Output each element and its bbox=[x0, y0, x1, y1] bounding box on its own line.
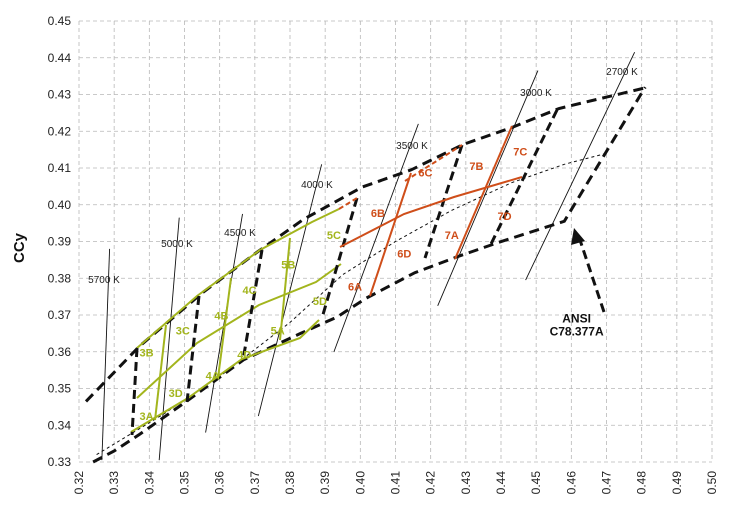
bin-label-3b: 3B bbox=[139, 347, 153, 359]
x-tick-label-2: 0.34 bbox=[142, 471, 156, 495]
bin-label-5d: 5D bbox=[313, 296, 327, 308]
x-tick-label-9: 0.41 bbox=[389, 471, 403, 495]
y-tick-label-6: 0.39 bbox=[48, 235, 72, 249]
y-axis-ticks: 0.33 0.34 0.35 0.36 0.37 0.38 0.39 0.40 0.41 0.42… bbox=[48, 14, 72, 469]
y-tick-label-10: 0.43 bbox=[48, 88, 72, 102]
cct-line-2 bbox=[205, 213, 243, 433]
y-tick-label-4: 0.37 bbox=[48, 308, 72, 322]
x-tick-label-4: 0.36 bbox=[213, 471, 227, 495]
bin-label-5a: 5A bbox=[271, 325, 285, 337]
bin-label-7d: 7D bbox=[497, 211, 511, 223]
x-tick-label-14: 0.46 bbox=[564, 471, 578, 495]
x-tick-label-15: 0.47 bbox=[600, 471, 614, 495]
cct-label-0: 5700 K bbox=[88, 275, 120, 286]
x-tick-label-5: 0.37 bbox=[248, 471, 262, 495]
y-tick-label-2: 0.35 bbox=[48, 382, 72, 396]
bin-label-5c: 5C bbox=[327, 230, 341, 242]
bin-label-5b: 5B bbox=[281, 259, 295, 271]
bin-label-7c: 7C bbox=[513, 146, 527, 158]
bin-boundary-3 bbox=[154, 324, 167, 421]
cct-label-2: 4500 K bbox=[224, 228, 256, 239]
bin-label-7a: 7A bbox=[445, 230, 459, 242]
cct-line-1 bbox=[158, 217, 180, 461]
x-tick-label-17: 0.49 bbox=[670, 471, 684, 495]
y-tick-label-7: 0.40 bbox=[48, 198, 72, 212]
bin-label-3c: 3C bbox=[176, 325, 190, 337]
cct-label-3: 4000 K bbox=[301, 180, 333, 191]
cct-label-1: 5000 K bbox=[161, 239, 193, 250]
bin-boundary-4 bbox=[217, 277, 232, 379]
cct-line-5 bbox=[437, 70, 539, 306]
bin-label-6b: 6B bbox=[371, 208, 385, 220]
bin-label-6c: 6C bbox=[418, 167, 432, 179]
x-tick-label-8: 0.40 bbox=[353, 471, 367, 495]
bin-label-6d: 6D bbox=[397, 248, 411, 260]
y-tick-label-8: 0.41 bbox=[48, 161, 72, 175]
bin-grid bbox=[130, 109, 559, 436]
bin-label-4b: 4B bbox=[214, 311, 228, 323]
bin-boundary-7 bbox=[185, 295, 201, 403]
ansi-quadrangle-series bbox=[84, 85, 649, 464]
bin-boundary-9 bbox=[320, 197, 359, 319]
x-tick-label-13: 0.45 bbox=[529, 471, 543, 495]
bin-label-4d: 4D bbox=[237, 349, 251, 361]
bin-label-6a: 6A bbox=[348, 281, 362, 293]
cct-line-3 bbox=[257, 164, 323, 417]
bin-labels: 3A 3B 3C 3D 4A 4B 4C 4D 5A 5B 5C 5D 6A 6B 6C 6D 7A 7B 7C 7D bbox=[139, 146, 527, 423]
annotation-arrow-shaft bbox=[578, 239, 606, 313]
annotation-arrow-head bbox=[571, 228, 585, 245]
bin-boundary-14 bbox=[454, 125, 513, 260]
cct-line-0 bbox=[101, 248, 111, 461]
y-tick-label-3: 0.36 bbox=[48, 345, 72, 359]
bin-boundary-0 bbox=[136, 208, 340, 349]
x-tick-label-3: 0.35 bbox=[178, 471, 192, 495]
x-tick-label-12: 0.44 bbox=[494, 471, 508, 495]
y-axis-label: CCy bbox=[11, 232, 28, 263]
bin-boundary-15 bbox=[338, 197, 358, 210]
bin-boundary-8 bbox=[241, 249, 264, 361]
bin-boundary-5 bbox=[279, 237, 291, 341]
bin-boundary-16 bbox=[404, 144, 463, 182]
y-tick-label-1: 0.34 bbox=[48, 418, 72, 432]
bin-label-4a: 4A bbox=[206, 371, 220, 383]
bin-boundary-11 bbox=[489, 109, 559, 245]
ansi-lower-boundary bbox=[92, 86, 647, 464]
bin-label-3d: 3D bbox=[169, 388, 183, 400]
x-tick-label-11: 0.43 bbox=[459, 471, 473, 495]
x-tick-label-16: 0.48 bbox=[635, 471, 649, 495]
bin-label-3a: 3A bbox=[139, 411, 153, 423]
annotation-text-0: ANSI bbox=[562, 312, 591, 326]
x-tick-label-18: 0.50 bbox=[705, 471, 719, 495]
y-tick-label-5: 0.38 bbox=[48, 271, 72, 285]
y-tick-label-0: 0.33 bbox=[48, 455, 72, 469]
bin-boundary-6 bbox=[130, 347, 139, 436]
cct-line-6 bbox=[525, 52, 636, 281]
cct-line-4 bbox=[333, 123, 419, 352]
bin-boundary-12 bbox=[339, 176, 523, 248]
y-tick-label-9: 0.42 bbox=[48, 124, 72, 138]
cct-label-5: 3000 K bbox=[520, 88, 552, 99]
annotation-text-1: C78.377A bbox=[550, 325, 604, 339]
bin-label-4c: 4C bbox=[243, 285, 257, 297]
x-tick-label-0: 0.32 bbox=[72, 471, 86, 495]
bin-label-7b: 7B bbox=[469, 161, 483, 173]
x-tick-label-10: 0.42 bbox=[424, 471, 438, 495]
x-tick-label-6: 0.38 bbox=[283, 471, 297, 495]
bin-boundary-13 bbox=[369, 172, 412, 297]
bin-boundary-1 bbox=[136, 263, 342, 399]
bin-boundary-2 bbox=[130, 319, 320, 433]
x-tick-label-1: 0.33 bbox=[107, 471, 121, 495]
y-tick-label-12: 0.45 bbox=[48, 14, 72, 28]
cct-label-6: 2700 K bbox=[606, 67, 638, 78]
cct-label-4: 3500 K bbox=[396, 141, 428, 152]
x-axis-ticks: 0.32 0.33 0.34 0.35 0.36 0.37 0.38 0.39 0.40 0.41… bbox=[72, 471, 719, 495]
y-tick-label-11: 0.44 bbox=[48, 51, 72, 65]
x-tick-label-7: 0.39 bbox=[318, 471, 332, 495]
